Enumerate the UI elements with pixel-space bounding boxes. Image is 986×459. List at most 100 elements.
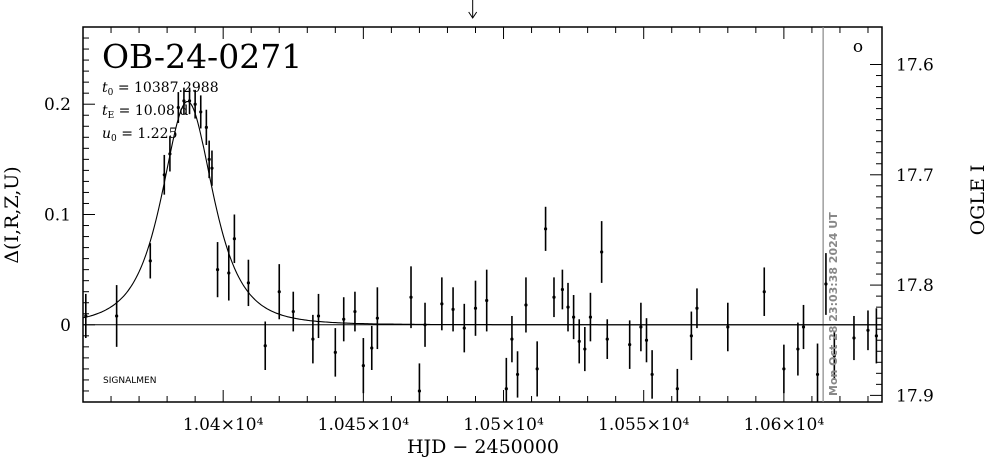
point-marker	[510, 337, 514, 341]
data-point	[675, 368, 679, 402]
point-marker	[485, 298, 489, 303]
x-tick-label: 1.045×10⁴	[318, 415, 410, 435]
param-te-sub: E	[108, 111, 115, 121]
data-point	[246, 259, 251, 307]
y2-axis-title-text: OGLE I	[967, 165, 986, 236]
y-tick-labels: 0 0.1 0.2	[44, 95, 71, 336]
y2-tick-label: 17.7	[896, 166, 934, 186]
point-marker	[824, 282, 828, 286]
y-tick-label: 0.2	[44, 95, 71, 115]
data-point	[644, 318, 649, 363]
point-marker	[644, 338, 649, 342]
data-point	[605, 319, 609, 359]
data-point	[566, 282, 570, 332]
point-marker	[473, 306, 478, 310]
point-marker	[246, 281, 251, 285]
point-marker	[524, 303, 528, 307]
data-point	[440, 277, 444, 331]
arrow-head	[468, 11, 478, 19]
data-point	[552, 277, 556, 318]
data-point	[650, 350, 654, 399]
point-marker	[535, 367, 539, 371]
point-marker	[333, 350, 337, 354]
param-t0-text: = 10387.2988	[113, 80, 218, 96]
x-tick-label: 1.04×10⁴	[183, 415, 264, 435]
param-te-text: = 10.08 d	[114, 103, 188, 119]
data-point	[762, 267, 766, 316]
data-point	[277, 264, 281, 320]
top-arrow-marker	[468, 0, 478, 19]
data-point	[504, 357, 508, 402]
data-point	[316, 293, 321, 339]
date-stamp: Mon Oct 28 23:03:38 2024 UT	[827, 212, 840, 396]
y-axis-title: Δ(I,R,Z,U)	[1, 166, 23, 263]
point-marker	[605, 337, 609, 341]
y2-tick-label: 17.6	[896, 56, 934, 76]
param-te: tE = 10.08 d	[102, 103, 188, 121]
data-point	[473, 280, 478, 336]
data-point	[204, 109, 208, 146]
point-marker	[801, 325, 806, 329]
data-point	[311, 314, 315, 364]
data-point	[600, 221, 604, 283]
point-marker	[232, 237, 236, 241]
param-te-sym: t	[102, 103, 108, 119]
point-marker	[650, 372, 654, 377]
data-point	[866, 310, 870, 351]
param-u0-text: = 1.225	[117, 126, 178, 142]
param-t0-sub: 0	[108, 88, 114, 98]
point-marker	[361, 364, 365, 368]
param-u0: u0 = 1.225	[102, 126, 177, 144]
y-tick-label: 0	[60, 316, 71, 336]
point-marker	[370, 346, 374, 350]
x-tick-label: 1.055×10⁴	[598, 415, 690, 435]
point-marker	[440, 302, 444, 306]
data-point	[588, 292, 593, 342]
data-point	[232, 214, 236, 264]
data-point	[535, 341, 539, 397]
data-point	[375, 287, 379, 350]
data-point	[515, 351, 520, 398]
point-marker	[572, 315, 576, 319]
data-point	[291, 291, 295, 332]
point-marker	[227, 271, 231, 275]
x-tick-labels: 1.04×10⁴ 1.045×10⁴ 1.05×10⁴ 1.055×10⁴ 1.06×1…	[183, 415, 824, 435]
point-marker	[689, 334, 693, 338]
data-point	[695, 288, 699, 329]
point-marker	[796, 347, 800, 351]
param-t0-sym: t	[102, 80, 108, 96]
point-marker	[852, 336, 856, 340]
data-point	[263, 321, 267, 371]
point-marker	[199, 110, 203, 114]
data-point	[148, 243, 152, 279]
model-params: t0 = 10387.2988 tE = 10.08 d u0 = 1.225	[102, 80, 219, 144]
point-marker	[908, 335, 911, 338]
data-point	[577, 319, 581, 364]
point-marker	[543, 227, 548, 231]
point-marker	[353, 309, 357, 314]
model-curve	[83, 100, 882, 326]
point-marker	[215, 268, 220, 272]
data-point	[796, 322, 800, 376]
point-marker	[207, 157, 211, 161]
point-marker	[815, 372, 820, 377]
point-marker	[182, 99, 186, 103]
point-marker	[263, 344, 267, 348]
data-point	[874, 308, 878, 364]
point-marker	[193, 102, 197, 106]
point-marker	[762, 290, 766, 294]
data-point	[726, 302, 730, 352]
point-marker	[566, 305, 570, 309]
data-point	[560, 269, 565, 310]
data-point	[462, 303, 466, 353]
data-point	[572, 295, 576, 340]
point-marker	[560, 287, 565, 292]
param-u0-sub: 0	[111, 134, 117, 144]
point-marker	[162, 173, 166, 177]
data-point	[689, 311, 693, 361]
point-marker	[600, 250, 604, 254]
y2-tick-label: 17.9	[896, 386, 934, 406]
data-point	[115, 285, 119, 347]
data-points	[84, 87, 911, 402]
point-marker	[583, 347, 587, 351]
